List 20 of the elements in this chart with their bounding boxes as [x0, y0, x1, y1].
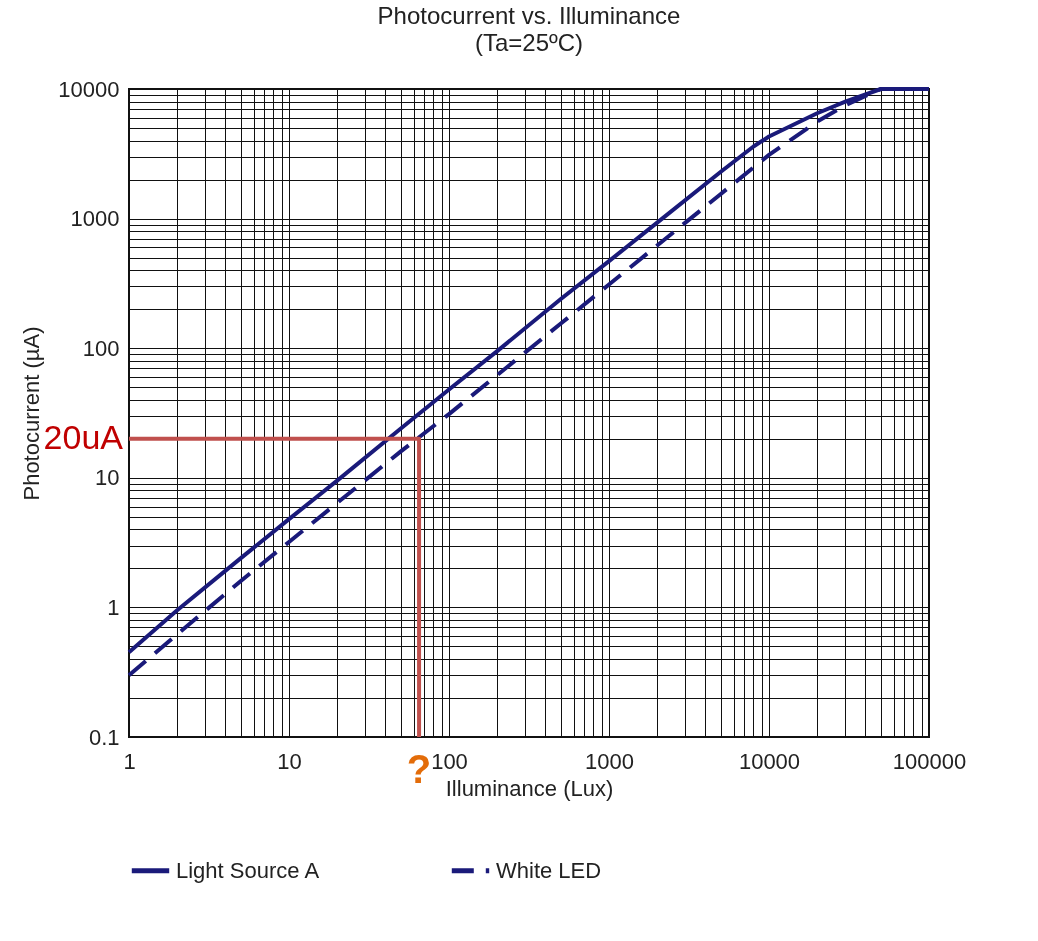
legend-label: Light Source A — [176, 857, 320, 883]
y-tick-label: 10 — [95, 465, 120, 491]
x-tick-label: 1 — [123, 748, 136, 774]
x-tick-label: 100000 — [892, 748, 967, 774]
x-tick-label: 10000 — [738, 748, 801, 774]
y-tick-label: 0.1 — [88, 724, 120, 750]
x-tick-label: 100 — [431, 748, 468, 774]
y-axis-title: Photocurrent (µA) — [19, 326, 45, 501]
annotation: ? — [406, 747, 432, 791]
y-tick-label: 100 — [82, 335, 120, 361]
y-tick-label: 1 — [107, 594, 120, 620]
x-tick-label: 10 — [277, 748, 302, 774]
y-tick-label: 1000 — [70, 206, 120, 232]
x-axis-title: Illuminance (Lux) — [445, 775, 614, 801]
chart-subtitle: (Ta=25ºC) — [474, 29, 584, 56]
chart-title: Photocurrent vs. Illuminance — [377, 2, 681, 29]
legend-label: White LED — [496, 857, 602, 883]
annotation: 20uA — [43, 417, 124, 456]
y-tick-label: 10000 — [58, 76, 120, 102]
x-tick-label: 1000 — [585, 748, 634, 774]
